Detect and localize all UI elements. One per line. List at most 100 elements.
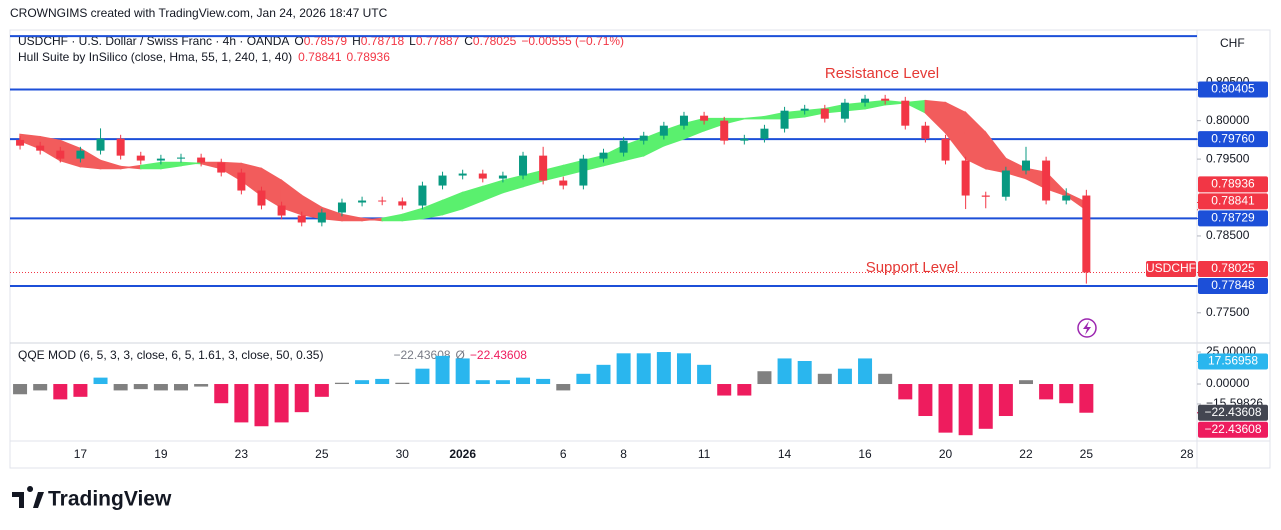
histogram-bar [133, 384, 148, 390]
y-tick-label: 0.00000 [1206, 376, 1250, 390]
histogram-bar [274, 384, 289, 423]
x-tick-label: 17 [74, 447, 88, 461]
histogram-bar [395, 382, 410, 385]
candle-body [639, 135, 648, 141]
candle-body [398, 201, 407, 206]
logo: TradingView [12, 486, 172, 511]
indicator-value: 0.78841 [298, 50, 342, 64]
x-tick-label: 25 [1080, 447, 1094, 461]
alert-icon [1077, 318, 1097, 338]
histogram-bar [737, 384, 752, 396]
histogram-bar [536, 378, 551, 385]
candle-body [16, 139, 25, 146]
hull-band [99, 159, 122, 170]
hull-band [180, 161, 202, 167]
candle-body [337, 202, 346, 213]
histogram-bar [676, 353, 691, 385]
candle-body [659, 125, 668, 136]
histogram-bar [53, 384, 68, 400]
histogram-bar [355, 380, 370, 385]
qqe-title: QQE MOD (6, 5, 3, 3, close, 6, 5, 1.61, … [18, 348, 323, 362]
candle-body [740, 138, 749, 141]
hull-band [381, 213, 404, 222]
candle-body [156, 158, 165, 161]
price-tag-label: 0.78729 [1211, 211, 1255, 225]
histogram-bar [717, 384, 732, 396]
hull-band [361, 217, 383, 222]
x-tick-label: 22 [1019, 447, 1033, 461]
histogram-bar [435, 355, 450, 385]
candle-body [700, 115, 709, 121]
price-tag-label: 0.78025 [1211, 261, 1255, 275]
hull-band [140, 161, 162, 170]
hull-band [119, 164, 142, 170]
qqe-separator: Ø [456, 348, 465, 362]
indicator-value: 0.78936 [347, 50, 391, 64]
x-tick-label: 6 [560, 447, 567, 461]
price-tag [1198, 421, 1268, 438]
change: −0.00555 (−0.71%) [521, 34, 624, 48]
histogram-bar [1059, 384, 1074, 404]
histogram-bar [898, 384, 913, 400]
hull-band [341, 213, 363, 222]
histogram-bar [757, 371, 772, 385]
candle-body [840, 102, 849, 119]
candle-body [297, 215, 306, 223]
price-tag-label: 0.79760 [1211, 131, 1255, 145]
candle-body [56, 150, 65, 159]
histogram-bar [596, 364, 611, 385]
candle-body [679, 115, 688, 126]
candle-body [519, 155, 528, 176]
candle-body [1001, 170, 1010, 197]
candle-body [257, 190, 266, 206]
histogram-bar [93, 377, 108, 385]
hull-band [441, 191, 464, 216]
histogram-bar [375, 378, 390, 385]
candle-body [36, 145, 45, 151]
symbol: USDCHF · U.S. Dollar / Swiss Franc · 4h … [18, 34, 289, 48]
histogram-bar [858, 358, 873, 385]
hull-band [401, 207, 424, 222]
histogram-bar [475, 380, 490, 385]
price-tag [1198, 210, 1268, 227]
ohlc-value: 0.78718 [361, 34, 405, 48]
histogram-bar [294, 384, 309, 413]
hull-band [482, 179, 504, 202]
candle-body [237, 172, 246, 191]
price-tag-label: 0.77848 [1211, 278, 1255, 292]
price-tag [1198, 176, 1268, 193]
y-tick-label: 0.77500 [1206, 305, 1250, 319]
candle-body [800, 108, 809, 111]
ohlc-key: H [352, 34, 361, 48]
candle-body [559, 180, 568, 186]
qqe-value: −22.43608 [470, 348, 527, 362]
candle-body [498, 175, 507, 179]
hull-band [744, 115, 766, 120]
ohlc-key: L [409, 34, 416, 48]
histogram-bar [837, 368, 852, 385]
x-tick-label: 28 [1180, 447, 1194, 461]
candle-body [358, 200, 367, 203]
frame [9, 29, 1271, 469]
price-tag-label: 17.56958 [1208, 354, 1258, 368]
histogram-bar [918, 384, 933, 417]
candle-body [458, 173, 467, 176]
indicator-legend: Hull Suite by InSilico (close, Hma, 55, … [18, 50, 390, 64]
price-tag-label: 0.78936 [1211, 177, 1255, 191]
x-tick-label: 16 [858, 447, 872, 461]
hull-band [964, 110, 987, 170]
candle-body [961, 160, 970, 196]
currency: CHF [1220, 36, 1245, 50]
candle-body [619, 140, 628, 153]
credit: CROWNGIMS created with TradingView.com, … [10, 6, 388, 20]
candle-body [197, 157, 206, 163]
candle-body [418, 185, 427, 206]
x-tick-label: 8 [620, 447, 627, 461]
y-tick-label: 0.79500 [1206, 151, 1250, 165]
x-tick-label: 25 [315, 447, 329, 461]
histogram-bar [174, 384, 189, 391]
logo-text: TradingView [48, 488, 172, 511]
y-tick-label: 0.80000 [1206, 113, 1250, 127]
price-tag [1198, 278, 1268, 295]
